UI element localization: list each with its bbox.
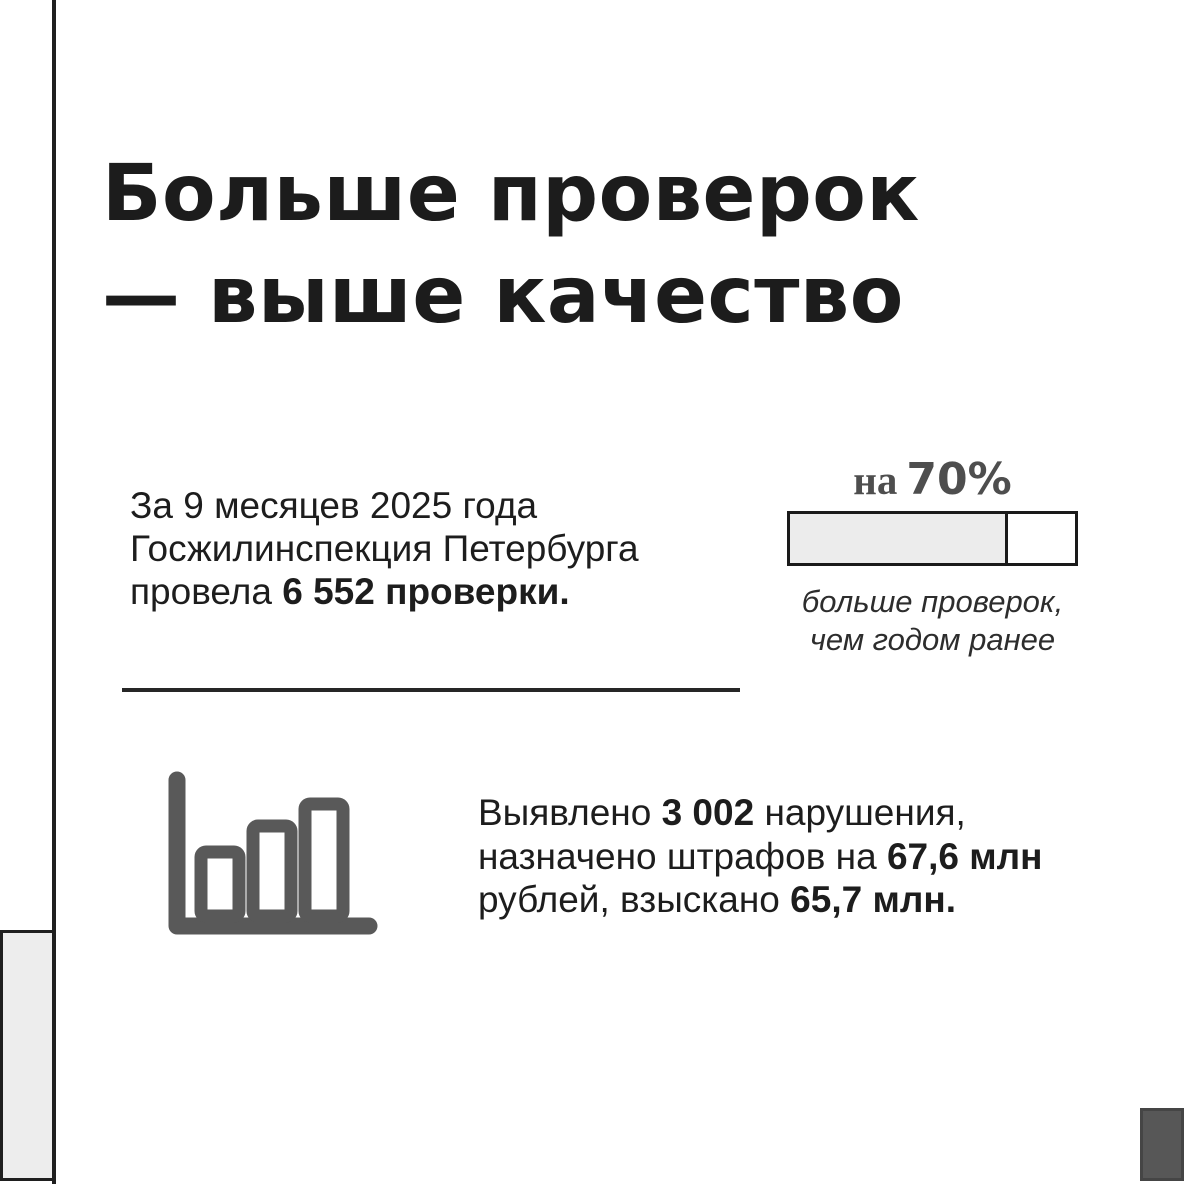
progress-bar-fill [790,514,1008,563]
fines-assigned-amount: 67,6 млн [886,835,1043,877]
inspections-summary-text: За 9 месяцев 2025 года Госжилинспекция П… [130,484,639,613]
progress-bar-caption: больше проверок, чем годом ранее [765,583,1100,659]
results-line1: Выявлено [478,792,662,833]
intro-line3: провела [130,571,283,612]
violations-count: 3 002 [661,792,755,833]
fines-collected-amount: 65,7 млн. [790,879,956,920]
page-title: Больше проверок — выше качество [102,143,920,347]
bar-chart-icon [168,771,378,935]
left-edge-line [52,0,56,1184]
intro-line1: За 9 месяцев 2025 года [130,485,538,526]
page-title-line2: — выше качество [102,251,904,341]
section-divider [122,688,740,692]
increase-label-prefix: на [853,457,898,503]
caption-line1: больше проверок, [801,584,1064,619]
results-line1-tail: нарушения, [754,792,966,833]
bottom-right-accent-square [1140,1108,1184,1181]
violations-summary-text: Выявлено 3 002 нарушения, назначено штра… [478,791,1042,922]
inspections-count: 6 552 проверки. [282,571,570,612]
caption-line2: чем годом ранее [809,622,1056,657]
increase-label-value: 70% [906,454,1012,505]
progress-bar [787,511,1078,566]
page-title-line1: Больше проверок [102,149,920,239]
intro-line2: Госжилинспекция Петербурга [130,528,639,569]
increase-percent-label: на 70% [770,456,1095,514]
bottom-left-accent-rect [0,930,55,1181]
results-line2: назначено штрафов на [478,835,887,877]
results-line3: рублей, взыскано [478,879,791,920]
